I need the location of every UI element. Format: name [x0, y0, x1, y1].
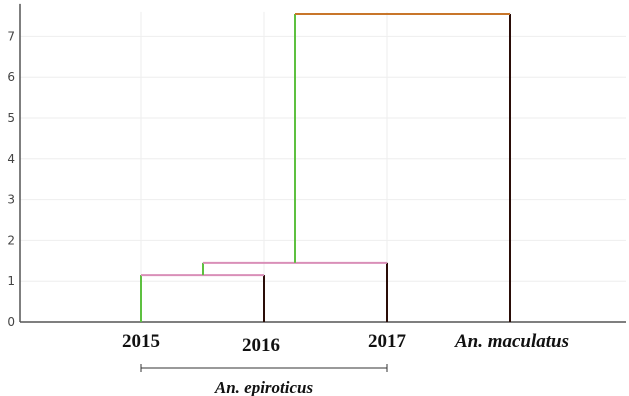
y-tick-label: 5 [7, 111, 15, 125]
y-tick-label: 0 [7, 315, 15, 329]
y-tick-label: 7 [7, 29, 15, 43]
y-tick-label: 3 [7, 193, 15, 207]
y-tick-label: 6 [7, 70, 15, 84]
group-label: An. epiroticus [214, 378, 314, 396]
y-tick-label: 2 [7, 233, 15, 247]
leaf-label: 2017 [368, 331, 407, 352]
y-tick-label: 4 [7, 152, 15, 166]
leaf-label: 2016 [242, 335, 280, 356]
leaf-label: An. maculatus [454, 331, 569, 352]
y-tick-label: 1 [7, 274, 15, 288]
leaf-label: 2015 [122, 331, 160, 352]
